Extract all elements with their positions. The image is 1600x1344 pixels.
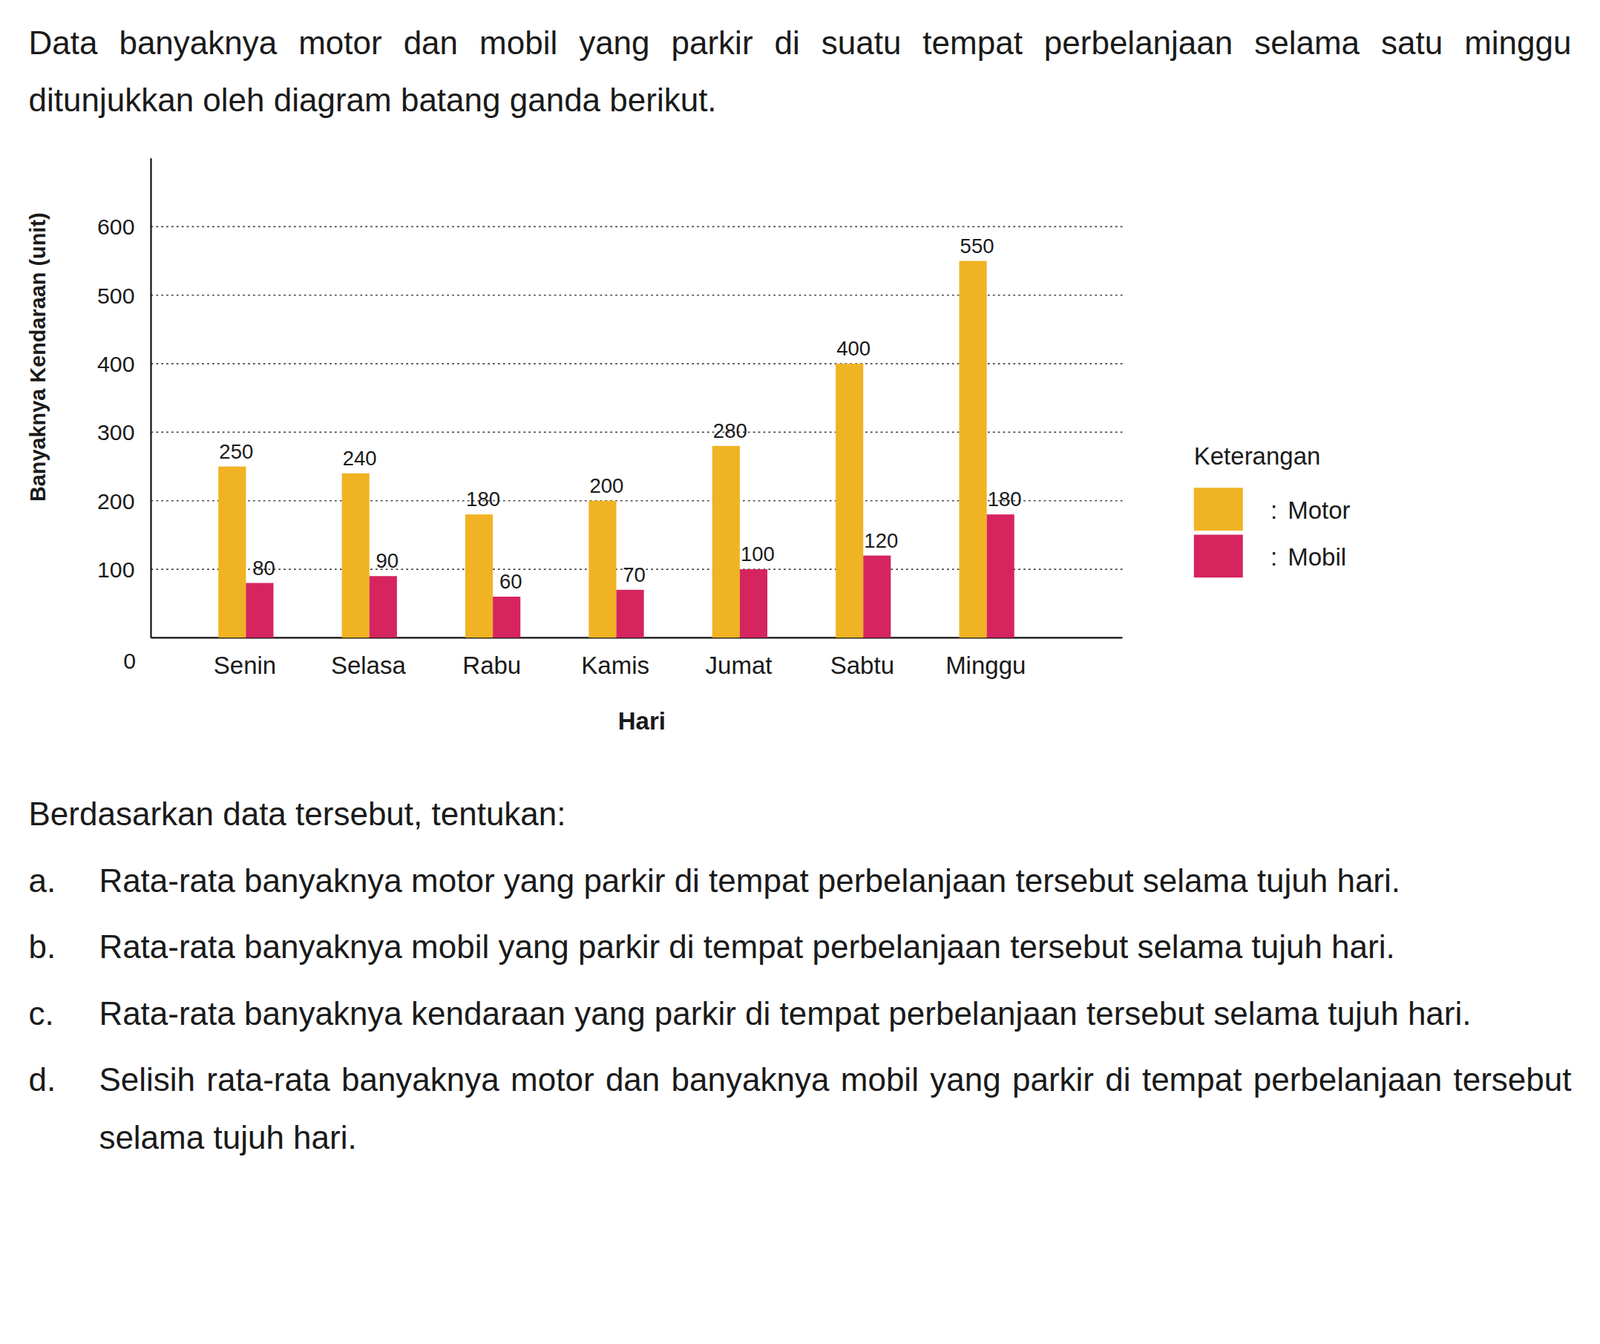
data-label: 250 bbox=[218, 440, 254, 464]
data-label: 100 bbox=[740, 542, 775, 566]
question-letter: c. bbox=[28, 984, 55, 1043]
bar bbox=[863, 555, 891, 639]
x-tick-label: Jumat bbox=[705, 651, 773, 680]
data-label: 400 bbox=[836, 336, 871, 360]
bar bbox=[835, 363, 864, 638]
data-label: 280 bbox=[713, 419, 748, 443]
bar bbox=[739, 569, 768, 638]
question-text: Rata-rata banyaknya mobil yang parkir di… bbox=[98, 928, 1395, 966]
intro: Data banyaknya motor dan mobil yang park… bbox=[28, 14, 1572, 129]
bar bbox=[492, 596, 521, 638]
y-tick-label: 400 bbox=[97, 351, 135, 377]
bar bbox=[245, 583, 274, 639]
y-tick-label: 200 bbox=[97, 489, 135, 514]
chart: 0100200300400500600250802409018060200702… bbox=[0, 143, 1600, 756]
bar bbox=[369, 575, 398, 638]
x-tick-label: Kamis bbox=[581, 651, 650, 680]
y-tick-label: 600 bbox=[97, 214, 135, 239]
y-tick-label: 0 bbox=[123, 648, 136, 674]
legend-label: Mobil bbox=[1287, 543, 1347, 571]
grid-line bbox=[151, 226, 1123, 228]
data-label: 240 bbox=[342, 446, 377, 470]
questions: Berdasarkan data tersebut, tentukan: a. Ra… bbox=[28, 785, 1572, 1168]
question: a. Rata-rata banyaknya motor yang parkir … bbox=[28, 851, 1572, 910]
bar bbox=[712, 446, 740, 639]
question-letter: b. bbox=[28, 918, 57, 977]
data-label: 180 bbox=[987, 487, 1022, 511]
legend-separator: : bbox=[1270, 496, 1278, 524]
data-label: 90 bbox=[376, 549, 400, 573]
prompt: Berdasarkan data tersebut, tentukan: bbox=[28, 785, 1572, 844]
bar bbox=[218, 466, 246, 639]
bar bbox=[342, 473, 370, 639]
page: Data banyaknya motor dan mobil yang park… bbox=[0, 0, 1600, 1344]
data-label: 200 bbox=[589, 474, 624, 498]
y-axis bbox=[149, 158, 152, 638]
question-text: Selisih rata-rata banyaknya motor dan ba… bbox=[98, 1061, 1572, 1157]
bar bbox=[959, 261, 988, 639]
x-axis-title: Hari bbox=[618, 707, 666, 735]
data-label: 550 bbox=[960, 234, 995, 258]
legend-swatch bbox=[1194, 487, 1244, 531]
data-label: 180 bbox=[466, 487, 501, 511]
question-letter: d. bbox=[28, 1050, 57, 1109]
legend-separator: : bbox=[1270, 543, 1278, 571]
question: b. Rata-rata banyaknya mobil yang parkir … bbox=[28, 918, 1572, 977]
x-tick-label: Minggu bbox=[945, 651, 1026, 680]
y-tick-label: 500 bbox=[97, 283, 135, 308]
question: c. Rata-rata banyaknya kendaraan yang par… bbox=[28, 984, 1572, 1043]
bar bbox=[465, 514, 493, 638]
x-tick-label: Senin bbox=[213, 651, 277, 680]
data-label: 80 bbox=[252, 556, 276, 580]
question-letter: a. bbox=[28, 851, 57, 910]
question: d. Selisih rata-rata banyaknya motor dan … bbox=[28, 1050, 1572, 1168]
x-tick-label: Rabu bbox=[462, 651, 521, 680]
legend-label: Motor bbox=[1287, 496, 1350, 524]
bars bbox=[218, 261, 1015, 639]
bar bbox=[588, 500, 616, 639]
question-text: Rata-rata banyaknya motor yang parkir di… bbox=[98, 862, 1401, 900]
y-axis-title: Banyaknya Kendaraan (unit) bbox=[25, 212, 50, 502]
data-labels: 250 80 240 90 180 60 200 70 280 100 400 120 550 180 bbox=[218, 234, 1022, 593]
y-tick-label: 300 bbox=[97, 420, 135, 445]
data-label: 70 bbox=[622, 563, 646, 587]
x-tick-label: Sabtu bbox=[830, 651, 895, 680]
legend-swatch bbox=[1194, 535, 1244, 579]
legend-title: Keterangan bbox=[1194, 442, 1321, 470]
bar bbox=[616, 589, 645, 639]
x-tick-label: Selasa bbox=[330, 651, 407, 680]
question-text: Rata-rata banyaknya kendaraan yang parki… bbox=[98, 995, 1471, 1033]
data-label: 120 bbox=[863, 529, 898, 553]
bar bbox=[987, 514, 1015, 638]
y-tick-label: 100 bbox=[97, 557, 135, 582]
data-label: 60 bbox=[499, 569, 523, 593]
